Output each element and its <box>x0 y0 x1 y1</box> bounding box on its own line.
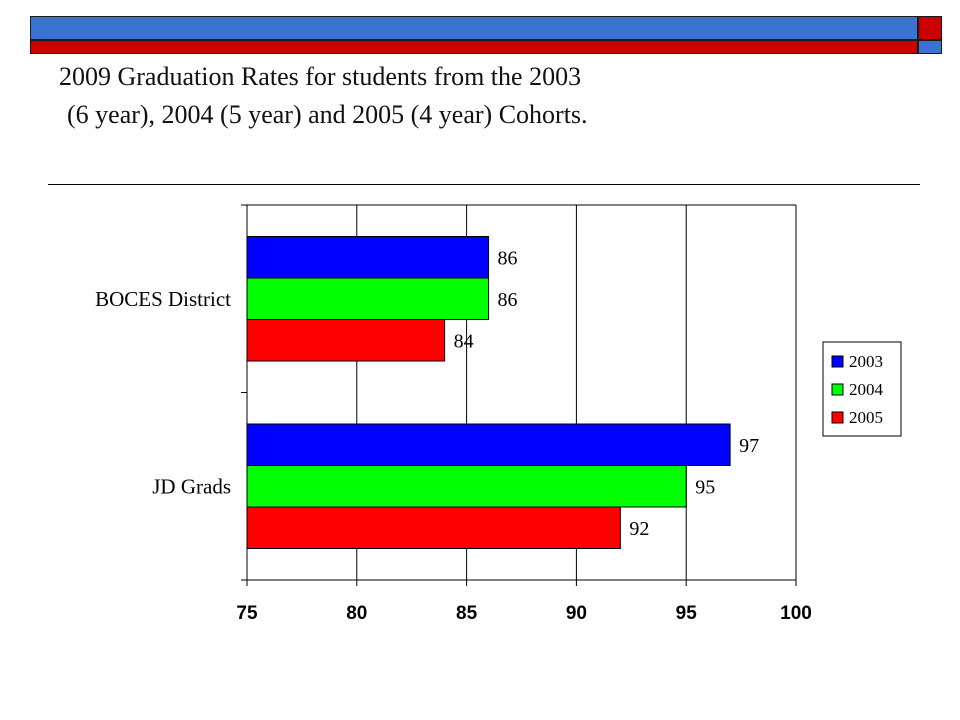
bar-value-label: 84 <box>454 330 474 352</box>
bar-2004-boces-district <box>246 277 490 320</box>
bar-value-label: 86 <box>498 289 518 311</box>
x-tick-label: 100 <box>780 603 812 624</box>
bar-2004-jd-grads <box>246 465 687 508</box>
header-square-top <box>918 16 942 40</box>
header-square-bottom <box>918 40 942 54</box>
legend-swatch <box>831 411 844 424</box>
legend-label: 2004 <box>849 380 884 399</box>
bar-2005-boces-district <box>246 319 446 362</box>
category-label: JD Grads <box>152 474 231 498</box>
x-tick-label: 95 <box>676 603 698 624</box>
bar-value-label: 86 <box>498 247 518 269</box>
bar-2003-jd-grads <box>246 423 731 466</box>
x-tick-label: 75 <box>236 603 258 624</box>
legend-swatch <box>831 383 844 396</box>
legend-swatch <box>831 355 844 368</box>
legend-label: 2003 <box>849 352 883 371</box>
x-tick-label: 85 <box>456 603 478 624</box>
x-tick-label: 80 <box>346 603 367 624</box>
bar-value-label: 95 <box>695 476 715 498</box>
bar-value-label: 97 <box>739 435 759 457</box>
bar-2005-jd-grads <box>246 506 621 549</box>
bar-value-label: 92 <box>629 518 649 540</box>
category-label: BOCES District <box>95 287 231 311</box>
header-band-top <box>30 16 918 40</box>
slide-title-line-1: 2009 Graduation Rates for students from … <box>59 62 582 91</box>
legend-label: 2005 <box>849 408 883 427</box>
title-divider <box>48 184 920 185</box>
x-tick-label: 90 <box>566 603 587 624</box>
slide-title-line-2: (6 year), 2004 (5 year) and 2005 (4 year… <box>67 100 588 129</box>
bar-2003-boces-district <box>246 236 490 279</box>
header-band-bottom <box>30 40 918 54</box>
